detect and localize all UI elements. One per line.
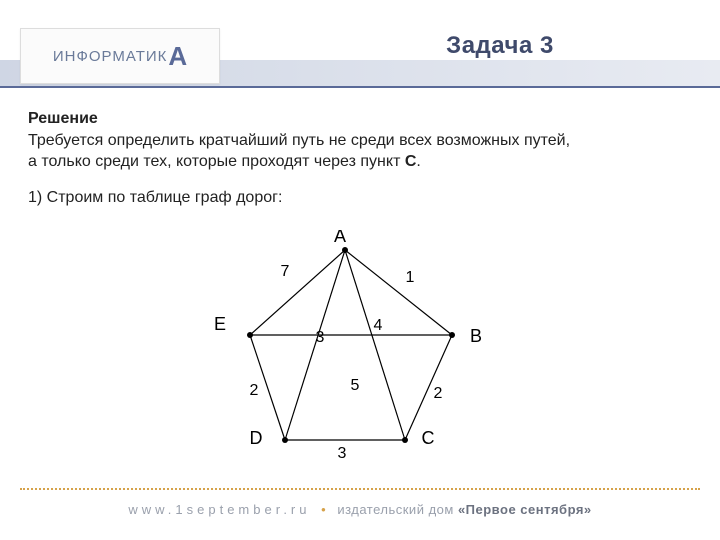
graph-edge-weight: 2 xyxy=(250,382,259,399)
page-title: Задача 3 xyxy=(300,32,700,60)
brand-logo: ИНФОРМАТИКА xyxy=(20,28,220,84)
footer-publisher-prefix: издательский дом xyxy=(337,502,458,517)
footer-dot-icon: • xyxy=(321,502,327,517)
brand-text-small: ИНФОРМАТИК xyxy=(53,48,168,65)
graph-node xyxy=(342,247,348,253)
graph-node-label: C xyxy=(422,428,435,448)
graph-node-label: E xyxy=(214,314,226,334)
footer: www.1september.ru • издательский дом «Пе… xyxy=(0,502,720,517)
graph-edge-weight: 3 xyxy=(338,445,347,462)
graph-node-label: B xyxy=(470,326,482,346)
graph-node xyxy=(282,437,288,443)
graph-edge-weight: 1 xyxy=(406,269,415,286)
body-step1: 1) Строим по таблице граф дорог: xyxy=(28,187,692,209)
graph-svg: 1 7 2 3 2 4 3 5 A B C D E xyxy=(180,230,520,470)
graph-edge-weight: 4 xyxy=(374,317,383,334)
body-text: Решение Требуется определить кратчайший … xyxy=(28,108,692,208)
graph-edge-weight: 2 xyxy=(434,385,443,402)
body-line2a: а только среди тех, которые проходят чер… xyxy=(28,153,405,170)
solution-heading: Решение xyxy=(28,110,98,127)
graph-node-label: D xyxy=(250,428,263,448)
body-line1: Требуется определить кратчайший путь не … xyxy=(28,132,570,149)
footer-domain: www.1september.ru xyxy=(128,502,310,517)
graph-node xyxy=(402,437,408,443)
graph-node xyxy=(247,332,253,338)
footer-publisher-name: «Первое сентября» xyxy=(458,502,592,517)
graph-edge xyxy=(345,250,452,335)
graph-edge xyxy=(405,335,452,440)
body-line2-point: C xyxy=(405,153,417,170)
graph-edge xyxy=(345,250,405,440)
graph-edge-weight: 5 xyxy=(351,377,360,394)
body-line2c: . xyxy=(416,153,420,170)
graph-diagram: 1 7 2 3 2 4 3 5 A B C D E xyxy=(180,230,520,470)
graph-edge-weight: 7 xyxy=(281,263,290,280)
graph-node xyxy=(449,332,455,338)
graph-edge-weight: 3 xyxy=(316,329,325,346)
graph-node-label: A xyxy=(334,230,346,246)
brand-text-big: А xyxy=(168,41,187,72)
graph-edge xyxy=(250,250,345,335)
divider-dotted xyxy=(20,488,700,490)
